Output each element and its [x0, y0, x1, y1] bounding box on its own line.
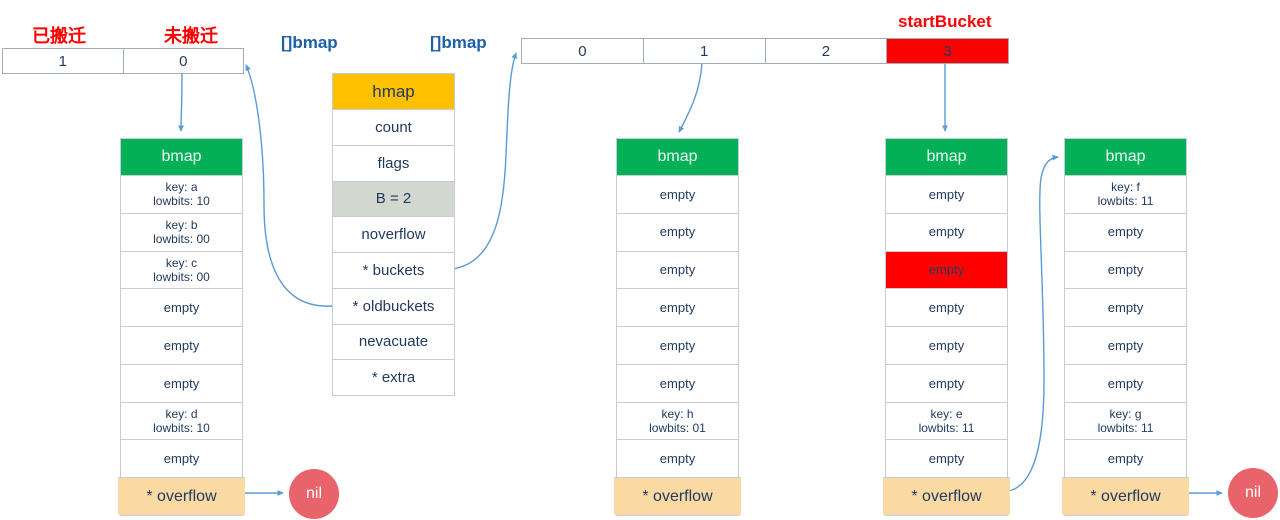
label-migrated: 已搬迁 — [32, 26, 86, 46]
hmap-field-2: B = 2 — [333, 180, 454, 217]
bucket-0-row-2-lowbits: lowbits: 00 — [153, 269, 210, 284]
bucket-0-row-6-lowbits: lowbits: 10 — [153, 421, 210, 436]
nil-node-right: nil — [1228, 468, 1278, 518]
label-bmap-slice-new: []bmap — [430, 33, 487, 52]
bucket-3-row-0-key: key: f — [1111, 180, 1140, 194]
new-array-cell-1: 1 — [642, 39, 765, 63]
bucket-3-title: bmap — [1065, 139, 1186, 175]
bucket-1-title: bmap — [617, 139, 738, 175]
bucket-3: bmap key: f lowbits: 11 empty empty empty empt… — [1062, 138, 1189, 516]
hmap-field-3: noverflow — [333, 216, 454, 252]
bucket-2-row-2: empty — [886, 250, 1007, 289]
bucket-1-row-6-lowbits: lowbits: 01 — [649, 421, 706, 436]
arrow-bucket2overflow-to-bucket3 — [1007, 154, 1059, 492]
bucket-2: bmap empty empty empty empty empty empty key: e… — [883, 138, 1010, 516]
bucket-3-row-6-lowbits: lowbits: 11 — [1097, 421, 1154, 436]
bucket-2-row-6-key: key: e — [930, 406, 963, 421]
label-start-bucket: startBucket — [898, 12, 992, 31]
bucket-1-body: empty empty empty empty empty empty key: h lowb… — [614, 175, 741, 516]
hmap-field-0: count — [333, 109, 454, 145]
bucket-1-row-4: empty — [617, 326, 738, 364]
bucket-3-row-0: key: f lowbits: 11 — [1065, 175, 1186, 213]
bucket-2-title: bmap — [886, 139, 1007, 175]
bucket-0-overflow: * overflow — [118, 477, 245, 516]
bucket-0-row-0-lowbits: lowbits: 10 — [153, 194, 210, 209]
bucket-3-overflow: * overflow — [1062, 477, 1189, 516]
bucket-0-row-0: key: a lowbits: 10 — [121, 175, 242, 213]
bucket-0-row-1: key: b lowbits: 00 — [121, 212, 242, 251]
bucket-0-row-4: empty — [121, 326, 242, 364]
hmap-title: hmap — [333, 74, 454, 109]
hmap-struct: hmap count flags B = 2 noverflow * buckets * … — [332, 73, 455, 396]
bucket-3-row-0-lowbits: lowbits: 11 — [1097, 194, 1154, 209]
bucket-2-row-7: empty — [886, 439, 1007, 477]
arrow-cell1-to-bucket1 — [678, 62, 703, 133]
bucket-1-row-5: empty — [617, 363, 738, 402]
hmap-field-6: nevacuate — [333, 323, 454, 360]
hmap-field-1: flags — [333, 144, 454, 181]
bucket-3-row-3: empty — [1065, 288, 1186, 326]
bucket-2-row-1: empty — [886, 212, 1007, 251]
nil-node-left: nil — [289, 469, 339, 519]
bucket-3-row-6: key: g lowbits: 11 — [1065, 401, 1186, 440]
hmap-fields: count flags B = 2 noverflow * buckets * oldbu… — [333, 109, 454, 395]
hmap-field-4: * buckets — [333, 252, 454, 288]
bucket-2-row-0: empty — [886, 175, 1007, 213]
bucket-1-row-2: empty — [617, 250, 738, 289]
bucket-0-row-1-key: key: b — [165, 217, 198, 232]
bucket-0-row-6-key: key: d — [165, 406, 198, 421]
bucket-3-body: key: f lowbits: 11 empty empty empty empty emp… — [1062, 175, 1189, 516]
bucket-0-row-6: key: d lowbits: 10 — [121, 401, 242, 440]
bucket-3-row-4: empty — [1065, 326, 1186, 364]
bucket-0-row-7: empty — [121, 439, 242, 477]
new-array-cell-2: 2 — [764, 39, 887, 63]
hmap-field-7: * extra — [333, 359, 454, 395]
old-state-cell-0: 1 — [58, 52, 67, 70]
bucket-0: bmap key: a lowbits: 10 key: b lowbits: 00 ke… — [118, 138, 245, 516]
bucket-1-row-6: key: h lowbits: 01 — [617, 401, 738, 440]
arrow-oldbuckets-to-oldarray — [245, 64, 333, 307]
arrow-buckets-to-newarray — [451, 52, 517, 270]
bucket-3-row-6-key: key: g — [1109, 406, 1142, 421]
bucket-3-row-7: empty — [1065, 439, 1186, 477]
label-not-migrated: 未搬迁 — [164, 26, 218, 46]
bucket-2-body: empty empty empty empty empty empty key: e lowb… — [883, 175, 1010, 516]
bucket-3-row-2: empty — [1065, 250, 1186, 289]
old-state-cell-1: 0 — [122, 49, 244, 73]
bucket-3-row-5: empty — [1065, 363, 1186, 402]
bucket-0-body: key: a lowbits: 10 key: b lowbits: 00 key: c… — [118, 175, 245, 516]
hmap-field-5: * oldbuckets — [333, 287, 454, 324]
new-array-cell-3: 3 — [886, 39, 1008, 63]
bucket-0-row-5: empty — [121, 363, 242, 402]
bucket-2-overflow: * overflow — [883, 477, 1010, 516]
label-bmap-slice-old: []bmap — [281, 33, 338, 52]
bucket-1-row-6-key: key: h — [661, 406, 694, 421]
bucket-1-row-7: empty — [617, 439, 738, 477]
bucket-0-row-1-lowbits: lowbits: 00 — [153, 232, 210, 247]
bucket-0-title: bmap — [121, 139, 242, 175]
bucket-2-row-4: empty — [886, 326, 1007, 364]
bucket-0-row-2: key: c lowbits: 00 — [121, 250, 242, 289]
bucket-0-row-3: empty — [121, 288, 242, 326]
bucket-2-row-3: empty — [886, 288, 1007, 326]
bucket-2-row-5: empty — [886, 363, 1007, 402]
bucket-1-overflow: * overflow — [614, 477, 741, 516]
arrow-old0-to-bucket0 — [178, 72, 184, 132]
bucket-0-row-0-key: key: a — [165, 180, 198, 194]
new-array-cell-0: 0 — [578, 42, 587, 60]
bucket-1-row-1: empty — [617, 212, 738, 251]
bucket-3-row-1: empty — [1065, 212, 1186, 251]
bucket-1-row-0: empty — [617, 175, 738, 213]
bucket-1-row-3: empty — [617, 288, 738, 326]
bucket-0-row-2-key: key: c — [165, 255, 198, 270]
bucket-1: bmap empty empty empty empty empty empty key: h… — [614, 138, 741, 516]
bucket-2-row-6-lowbits: lowbits: 11 — [918, 421, 975, 436]
bucket-2-row-6: key: e lowbits: 11 — [886, 401, 1007, 440]
